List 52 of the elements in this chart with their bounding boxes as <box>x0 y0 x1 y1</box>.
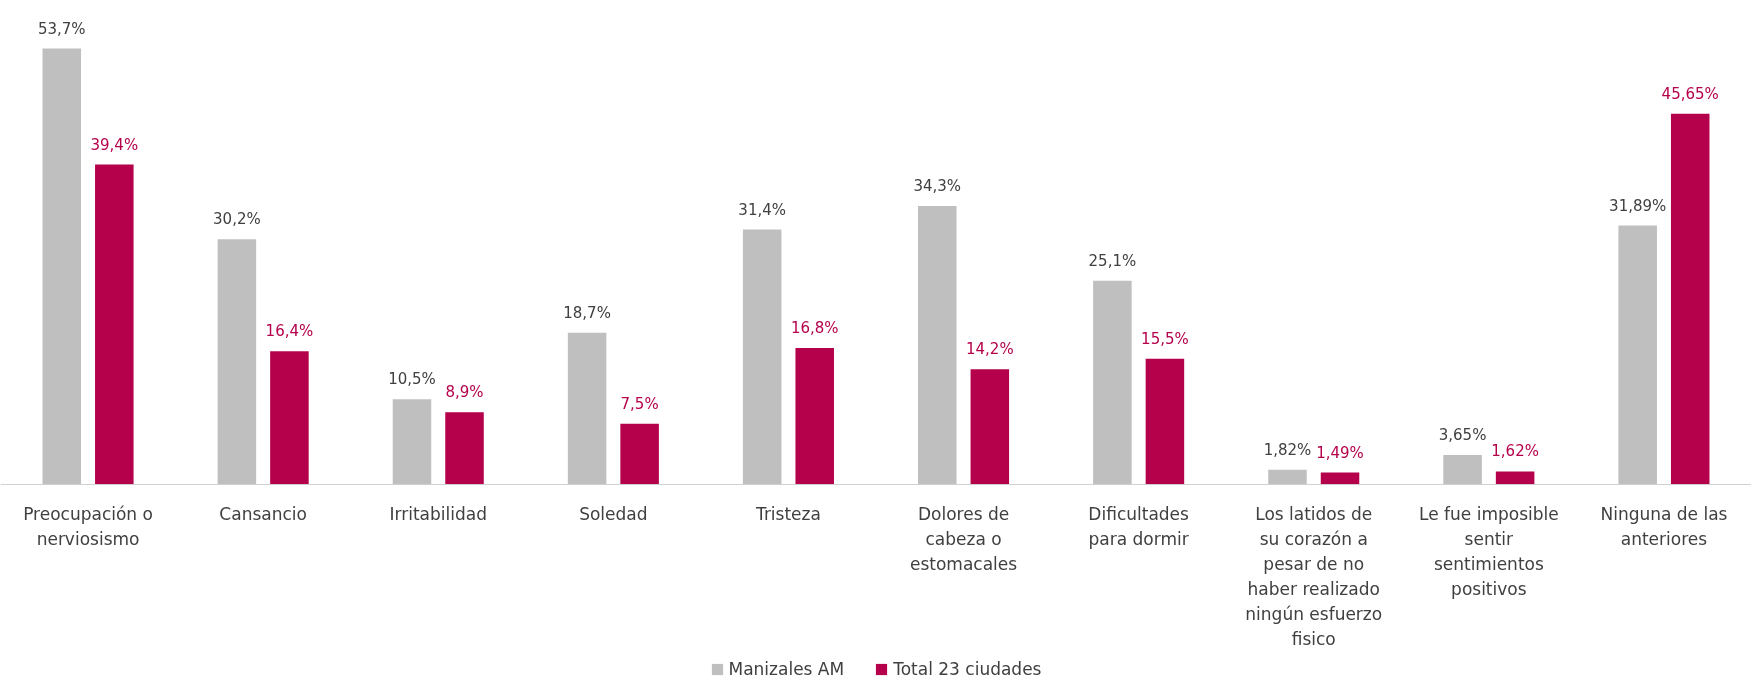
data-label: 30,2% <box>213 210 261 229</box>
data-label: 8,9% <box>445 383 484 402</box>
data-label: 31,89% <box>1609 196 1667 215</box>
bar <box>1093 280 1132 485</box>
x-tick-label: Dolores de cabeza o estomacales <box>909 504 1018 575</box>
bar <box>1670 113 1710 485</box>
bar <box>217 239 257 485</box>
x-tick-label: Dificultades para dormir <box>1088 504 1190 550</box>
data-label: 31,4% <box>738 200 787 219</box>
data-label: 53,7% <box>37 19 86 38</box>
data-label: 18,7% <box>563 303 611 322</box>
x-tick-label: Preocupación o nerviosismo <box>23 504 153 550</box>
bar <box>270 351 309 485</box>
x-tick-label: Le fue imposible sentir sentimientos positivos <box>1419 504 1559 600</box>
bar <box>445 412 484 485</box>
data-label: 45,65% <box>1661 84 1719 103</box>
x-tick-label: Los latidos de su corazón a pesar de no haber realizado ningún esfuerzo fisico <box>1245 504 1383 650</box>
bar <box>620 423 659 485</box>
data-label: 25,1% <box>1088 251 1137 270</box>
legend-label: Manizales AM <box>728 659 845 679</box>
data-label: 15,5% <box>1141 329 1189 348</box>
x-tick-label: Soledad <box>579 504 648 525</box>
data-label: 1,62% <box>1491 442 1539 461</box>
bar <box>392 399 432 485</box>
bar <box>42 48 82 485</box>
bar <box>1145 358 1185 485</box>
data-label: 1,49% <box>1316 443 1364 462</box>
bar <box>970 369 1010 485</box>
data-label: 10,5% <box>388 370 436 389</box>
data-label: 1,82% <box>1263 440 1312 459</box>
bar <box>1320 472 1360 485</box>
data-label: 14,2% <box>965 340 1014 359</box>
bar <box>1495 471 1535 485</box>
legend-label: Total 23 ciudades <box>893 659 1042 679</box>
data-label: 3,65% <box>1438 426 1487 444</box>
data-label: 16,8% <box>790 319 839 338</box>
bar <box>567 332 607 485</box>
bar <box>918 206 957 485</box>
bar <box>795 348 834 485</box>
x-tick-label: Ninguna de las anteriores <box>1600 504 1728 550</box>
bar <box>95 164 134 485</box>
bar <box>1443 454 1482 485</box>
x-tick-label: Tristeza <box>754 504 821 525</box>
bar <box>742 229 782 485</box>
data-label: 16,4% <box>265 322 314 341</box>
data-label: 34,3% <box>913 177 962 196</box>
bar <box>1268 469 1307 485</box>
data-label: 7,5% <box>620 394 659 413</box>
x-tick-label: Irritabilidad <box>389 504 487 525</box>
data-label: 39,4% <box>90 135 139 154</box>
x-tick-label: Cansancio <box>219 504 307 525</box>
bar <box>1618 225 1657 485</box>
